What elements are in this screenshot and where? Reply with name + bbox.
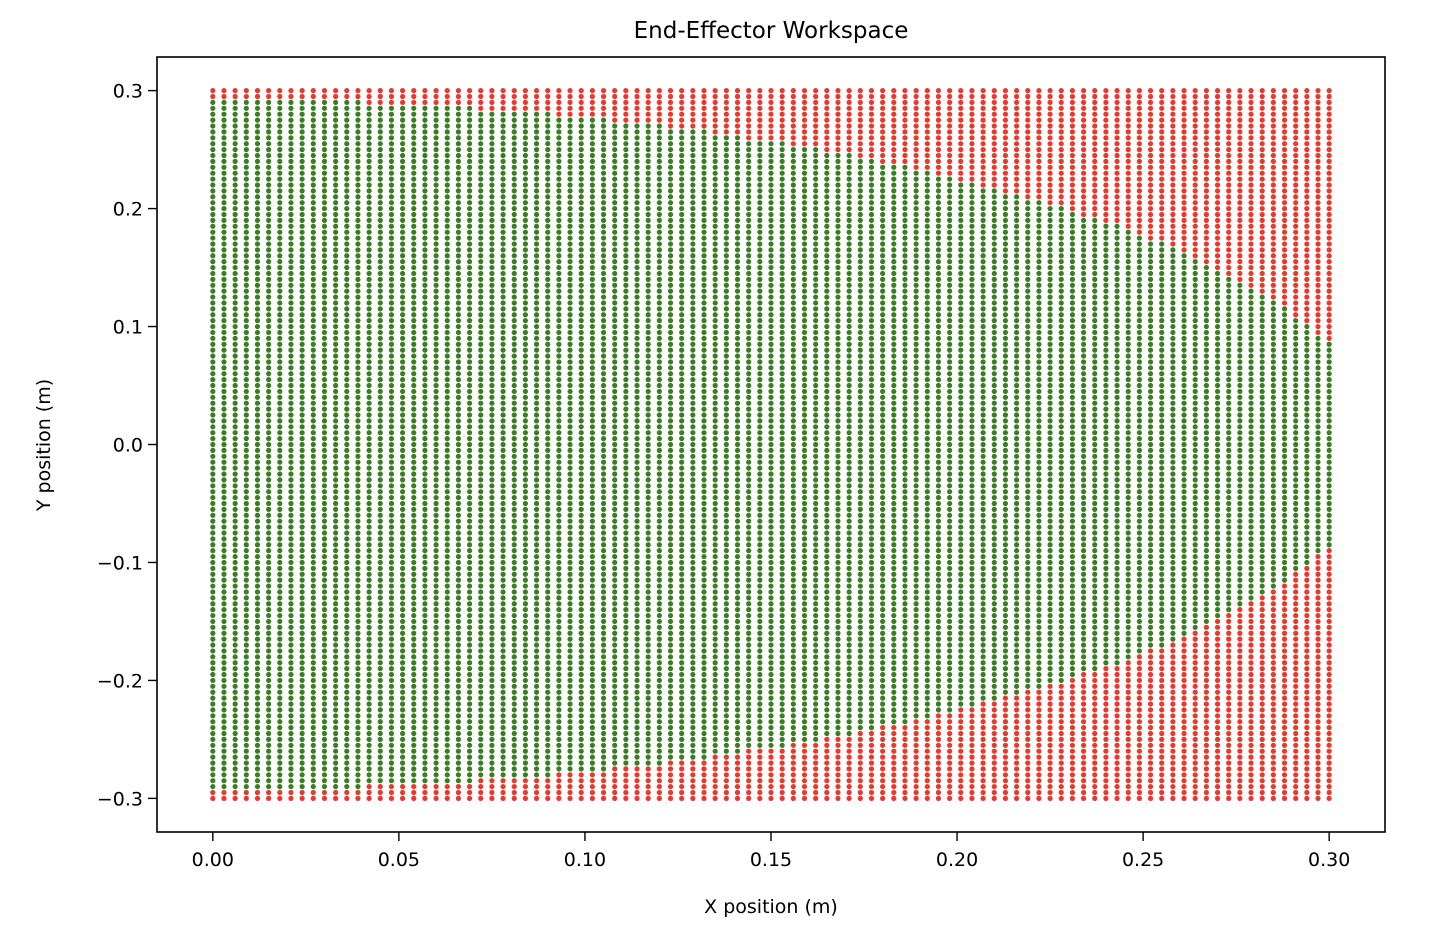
y-tick-label: −0.3 — [97, 788, 143, 810]
x-axis-label: X position (m) — [704, 896, 838, 918]
x-axis: 0.00 0.05 0.10 0.15 0.20 0.25 0.30 — [192, 832, 1350, 871]
x-tick-label: 0.25 — [1122, 849, 1164, 871]
chart-title: End-Effector Workspace — [634, 18, 909, 44]
scatter-points — [210, 88, 1332, 801]
y-axis-label: Y position (m) — [33, 379, 55, 512]
x-tick-label: 0.30 — [1308, 849, 1350, 871]
x-tick-label: 0.10 — [564, 849, 606, 871]
x-tick-label: 0.15 — [750, 849, 792, 871]
y-tick-label: 0.3 — [113, 81, 143, 103]
y-tick-label: 0.0 — [113, 435, 143, 457]
x-tick-label: 0.00 — [192, 849, 234, 871]
y-axis: 0.3 0.2 0.1 0.0 −0.1 −0.2 −0.3 — [97, 81, 157, 810]
x-tick-label: 0.20 — [936, 849, 978, 871]
x-tick-label: 0.05 — [378, 849, 420, 871]
y-tick-label: −0.1 — [97, 552, 143, 574]
y-tick-label: 0.2 — [113, 199, 143, 221]
y-tick-label: 0.1 — [113, 317, 143, 339]
y-tick-label: −0.2 — [97, 670, 143, 692]
